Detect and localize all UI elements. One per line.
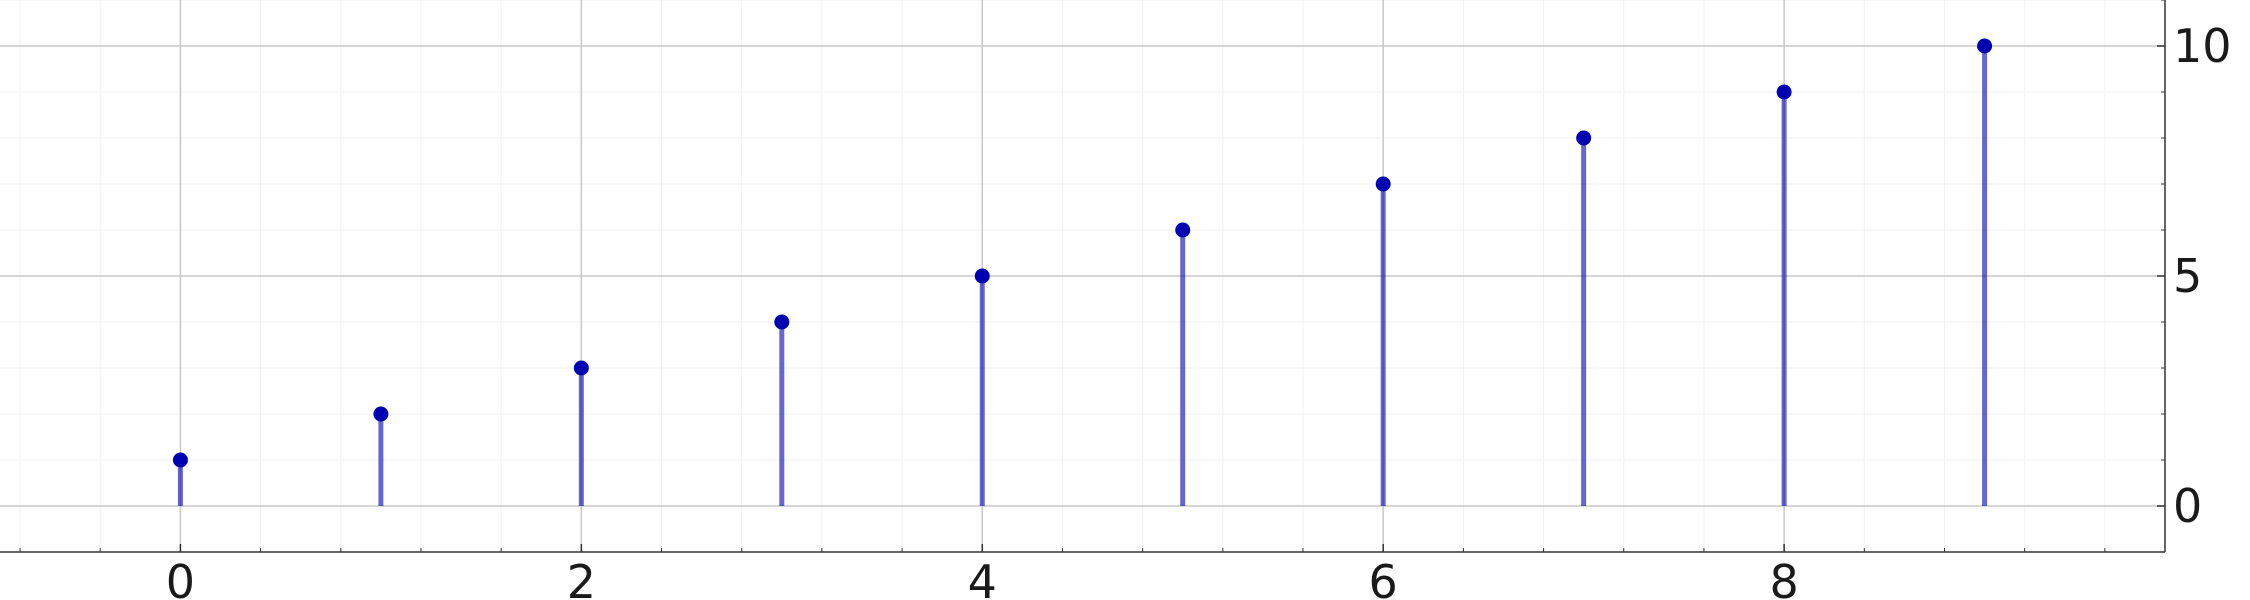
x-axis-tick-labels: 0 2 4 6 8 [166, 555, 1799, 600]
stem-marker [974, 268, 990, 284]
y-tick-label: 10 [2173, 19, 2232, 73]
x-tick-label: 4 [968, 555, 997, 600]
stem-marker [1776, 84, 1792, 100]
stem-series [172, 38, 1993, 506]
y-axis-tick-labels: 0 5 10 [2173, 19, 2232, 533]
stem-marker [1576, 130, 1592, 146]
x-tick-label: 0 [166, 555, 195, 600]
x-tick-label: 8 [1769, 555, 1798, 600]
y-tick-label: 5 [2173, 249, 2202, 303]
stem-marker [774, 314, 790, 330]
stem-marker [1375, 176, 1391, 192]
stem-marker [573, 360, 589, 376]
x-tick-label: 6 [1369, 555, 1398, 600]
axes [0, 0, 2166, 553]
stem-marker [1175, 222, 1191, 238]
stem-marker [172, 452, 188, 468]
stem-marker [1977, 38, 1993, 54]
major-grid [0, 0, 2165, 552]
stem-marker [373, 406, 389, 422]
y-tick-label: 0 [2173, 479, 2202, 533]
x-tick-label: 2 [567, 555, 596, 600]
